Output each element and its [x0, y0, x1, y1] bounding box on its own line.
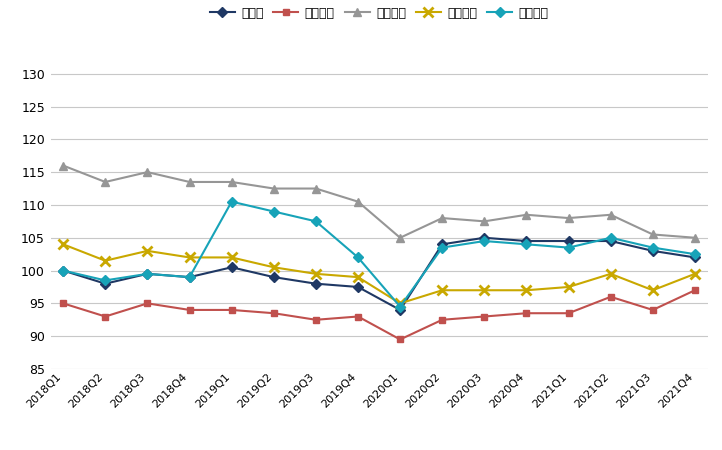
总指数: [606, 238, 615, 244]
Line: 金融指数: 金融指数: [58, 239, 700, 308]
金融指数: [227, 255, 236, 260]
总指数: [522, 238, 531, 244]
旅游指数: [564, 216, 573, 221]
总指数: [143, 271, 152, 277]
总指数: [354, 284, 362, 290]
健康指数: [354, 255, 362, 260]
健康指数: [143, 271, 152, 277]
Line: 旅游指数: 旅游指数: [59, 162, 699, 242]
消费指数: [564, 310, 573, 316]
金融指数: [396, 301, 404, 306]
总指数: [690, 255, 699, 260]
旅游指数: [227, 179, 236, 184]
总指数: [480, 235, 489, 240]
金融指数: [311, 271, 320, 277]
健康指数: [606, 235, 615, 240]
消费指数: [354, 314, 362, 319]
旅游指数: [606, 212, 615, 217]
健康指数: [690, 252, 699, 257]
消费指数: [185, 307, 193, 313]
旅游指数: [101, 179, 110, 184]
金融指数: [185, 255, 193, 260]
金融指数: [101, 258, 110, 263]
消费指数: [606, 294, 615, 300]
Line: 消费指数: 消费指数: [60, 287, 698, 343]
旅游指数: [269, 186, 278, 191]
旅游指数: [185, 179, 193, 184]
健康指数: [101, 278, 110, 283]
消费指数: [438, 317, 446, 323]
旅游指数: [648, 232, 657, 237]
健康指数: [185, 274, 193, 280]
旅游指数: [311, 186, 320, 191]
消费指数: [101, 314, 110, 319]
金融指数: [690, 271, 699, 277]
旅游指数: [143, 169, 152, 175]
总指数: [564, 238, 573, 244]
消费指数: [311, 317, 320, 323]
消费指数: [396, 337, 404, 342]
总指数: [396, 307, 404, 313]
健康指数: [269, 209, 278, 214]
金融指数: [59, 242, 68, 247]
总指数: [311, 281, 320, 286]
健康指数: [648, 245, 657, 250]
消费指数: [522, 310, 531, 316]
Line: 健康指数: 健康指数: [60, 198, 698, 310]
金融指数: [480, 288, 489, 293]
健康指数: [564, 245, 573, 250]
旅游指数: [354, 199, 362, 204]
旅游指数: [59, 163, 68, 168]
健康指数: [480, 238, 489, 244]
旅游指数: [690, 235, 699, 240]
总指数: [227, 265, 236, 270]
总指数: [59, 268, 68, 273]
旅游指数: [396, 235, 404, 240]
金融指数: [269, 265, 278, 270]
消费指数: [143, 301, 152, 306]
金融指数: [606, 271, 615, 277]
总指数: [438, 242, 446, 247]
消费指数: [269, 310, 278, 316]
金融指数: [354, 274, 362, 280]
健康指数: [396, 304, 404, 309]
Legend: 总指数, 消费指数, 旅游指数, 金融指数, 健康指数: 总指数, 消费指数, 旅游指数, 金融指数, 健康指数: [209, 7, 549, 20]
健康指数: [227, 199, 236, 204]
旅游指数: [480, 219, 489, 224]
健康指数: [522, 242, 531, 247]
消费指数: [227, 307, 236, 313]
健康指数: [59, 268, 68, 273]
金融指数: [143, 248, 152, 254]
金融指数: [522, 288, 531, 293]
旅游指数: [522, 212, 531, 217]
健康指数: [311, 219, 320, 224]
总指数: [185, 274, 193, 280]
总指数: [101, 281, 110, 286]
消费指数: [59, 301, 68, 306]
金融指数: [438, 288, 446, 293]
健康指数: [438, 245, 446, 250]
消费指数: [480, 314, 489, 319]
总指数: [269, 274, 278, 280]
Line: 总指数: 总指数: [60, 234, 698, 313]
消费指数: [690, 288, 699, 293]
消费指数: [648, 307, 657, 313]
总指数: [648, 248, 657, 254]
金融指数: [564, 284, 573, 290]
金融指数: [648, 288, 657, 293]
旅游指数: [438, 216, 446, 221]
